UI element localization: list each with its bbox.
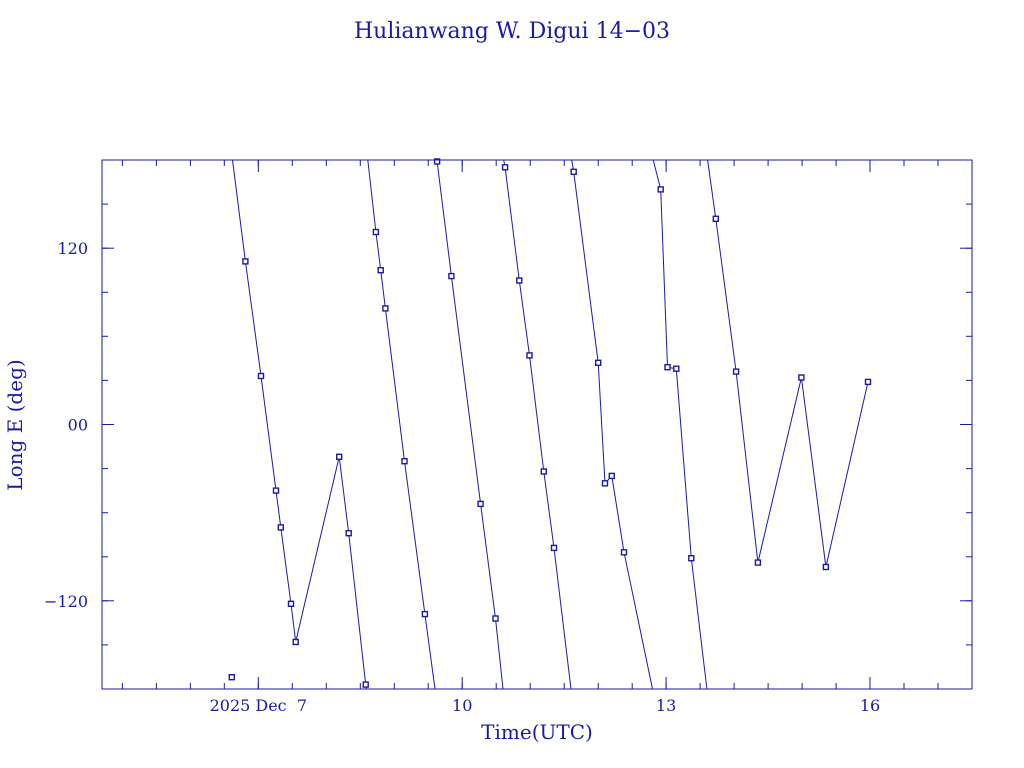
data-point-6 xyxy=(287,600,295,607)
data-point-23 xyxy=(540,468,547,475)
series-line-5 xyxy=(503,159,572,690)
data-point-10 xyxy=(362,681,369,688)
data-point-18 xyxy=(477,500,484,508)
data-point-35 xyxy=(732,368,740,375)
x-tick-label: 16 xyxy=(860,696,880,715)
data-point-37 xyxy=(798,374,805,381)
data-point-30 xyxy=(657,186,664,193)
data-point-12 xyxy=(377,267,384,274)
data-point-9 xyxy=(345,530,352,537)
data-point-7 xyxy=(292,638,299,646)
x-tick-label: 10 xyxy=(452,696,472,715)
series-line-2 xyxy=(232,159,367,690)
data-point-29 xyxy=(620,549,628,556)
data-point-14 xyxy=(401,458,408,465)
series-line-7 xyxy=(652,159,708,690)
axis-ticks: 2025 Dec 7 10 13 16 120 00 −120 xyxy=(44,159,973,715)
data-point-33 xyxy=(688,555,695,562)
x-axis-label: Time(UTC) xyxy=(481,720,593,744)
plot-area xyxy=(228,158,872,690)
data-point-34 xyxy=(712,215,719,223)
plot-frame xyxy=(101,159,973,690)
chart-title: Hulianwang W. Digui 14−03 xyxy=(354,19,670,44)
series-line-6 xyxy=(571,159,653,690)
data-point-17 xyxy=(448,272,455,280)
data-point-36 xyxy=(754,559,762,566)
data-point-5 xyxy=(277,524,284,531)
data-point-25 xyxy=(570,168,577,176)
data-point-32 xyxy=(673,365,680,372)
series-line-8 xyxy=(707,159,869,568)
y-tick-label: −120 xyxy=(44,592,88,611)
data-point-15 xyxy=(421,610,429,618)
y-tick-label: 00 xyxy=(68,416,88,435)
data-point-16 xyxy=(433,158,441,165)
data-point-19 xyxy=(492,615,499,622)
x-tick-label: 2025 Dec 7 xyxy=(210,696,307,715)
data-point-13 xyxy=(382,305,389,312)
data-point-3 xyxy=(257,372,265,380)
data-point-38 xyxy=(822,563,830,571)
data-point-4 xyxy=(272,487,280,494)
data-point-28 xyxy=(608,472,615,480)
series-line-4 xyxy=(435,159,504,690)
series-line-3 xyxy=(367,159,436,690)
data-point-20 xyxy=(501,164,509,171)
data-point-39 xyxy=(864,378,872,386)
data-point-26 xyxy=(595,359,602,366)
x-tick-label: 13 xyxy=(656,696,676,715)
data-point-21 xyxy=(516,277,523,284)
data-point-31 xyxy=(664,364,671,371)
data-point-22 xyxy=(526,352,533,359)
y-axis-label: Long E (deg) xyxy=(3,359,27,490)
data-point-27 xyxy=(601,480,609,487)
data-point-8 xyxy=(336,453,343,460)
data-point-2 xyxy=(242,258,249,265)
data-point-11 xyxy=(372,228,380,236)
y-tick-label: 120 xyxy=(57,239,88,258)
data-point-24 xyxy=(550,544,558,552)
data-point-1 xyxy=(228,674,236,681)
